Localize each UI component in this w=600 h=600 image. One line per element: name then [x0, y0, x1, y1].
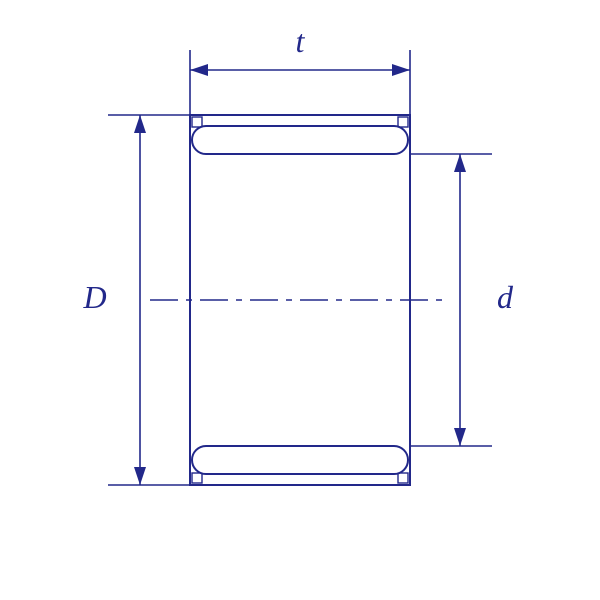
roller-top — [192, 126, 408, 154]
dimension-d-label: d — [497, 279, 514, 315]
dimension-D-label: D — [82, 279, 106, 315]
roller-bottom — [192, 446, 408, 474]
corner-notch — [398, 473, 408, 483]
dimension-t-label: t — [296, 23, 306, 59]
corner-notch — [192, 473, 202, 483]
bearing-cross-section-diagram: Dd t — [0, 0, 600, 600]
corner-notch — [192, 117, 202, 127]
corner-notch — [398, 117, 408, 127]
